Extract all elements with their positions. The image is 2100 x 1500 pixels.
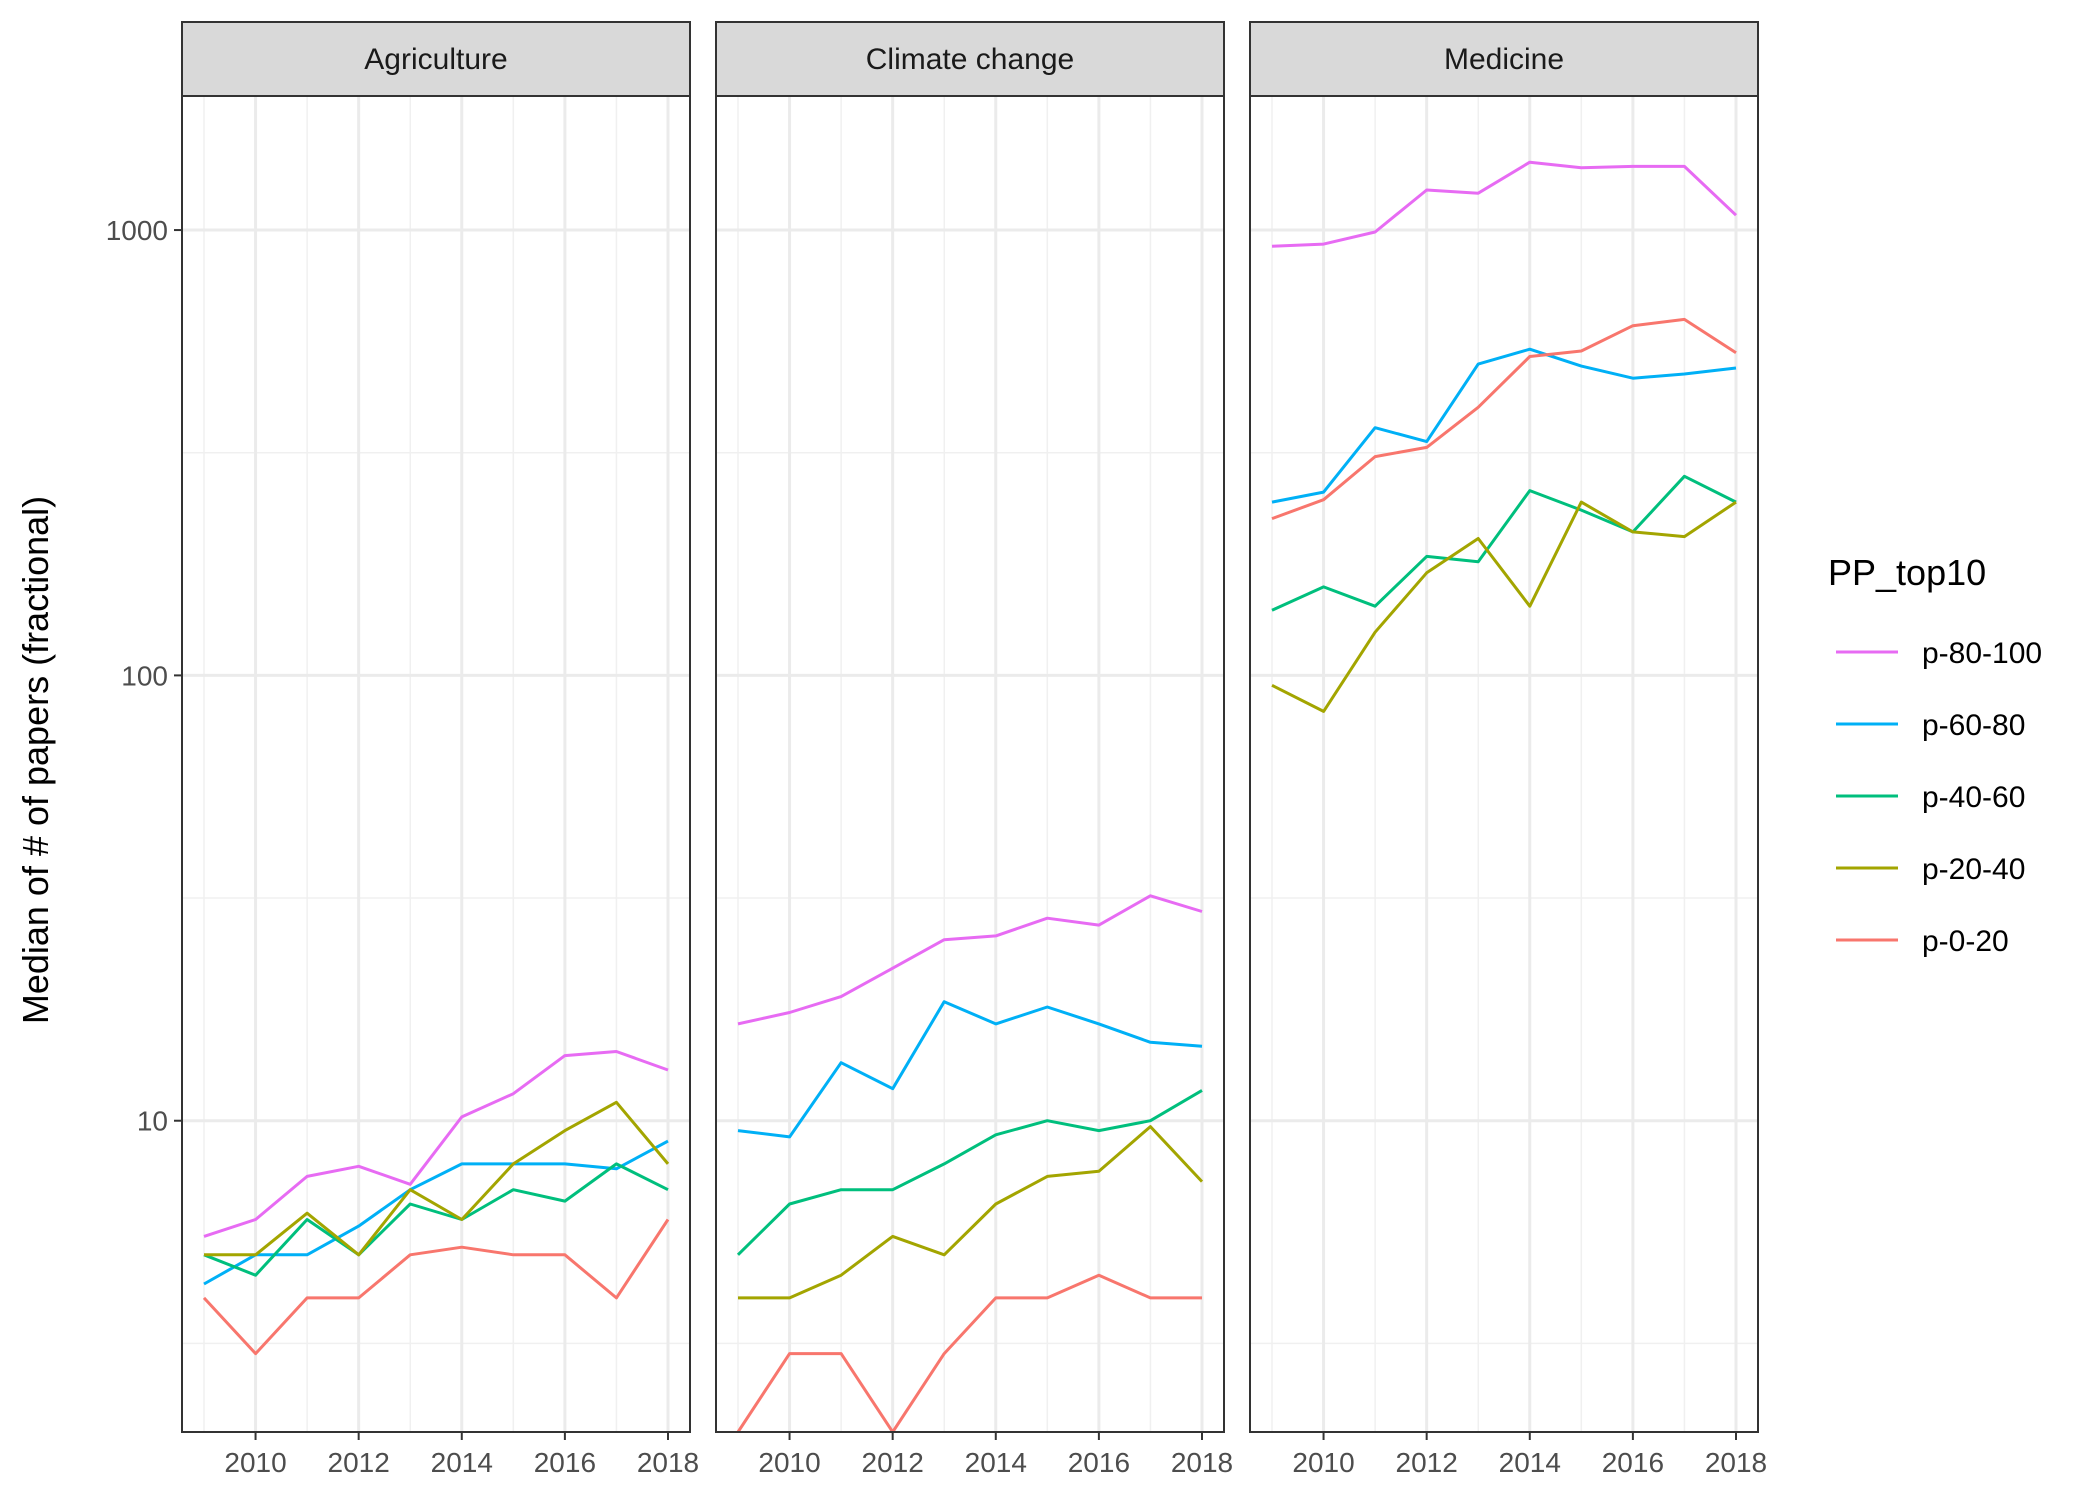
series-line-p-80-100 [1271, 160, 1738, 248]
legend-label: p-80-100 [1922, 637, 2042, 670]
chart-panels: Agriculture 2010 2012 2014 2016 2018 10 100 1000… [106, 21, 1767, 1478]
legend-entries: p-80-100 p-60-80 p-40-60 p-20-40 p-0-20 [1836, 637, 2042, 958]
legend-label: p-40-60 [1922, 781, 2025, 814]
series-line-p-40-60 [203, 1162, 669, 1277]
legend-entry-p-60-80: p-60-80 [1836, 709, 2025, 742]
x-tick-label: 2010 [224, 1447, 286, 1478]
legend-entry-p-20-40: p-20-40 [1836, 853, 2025, 886]
facet-strip [715, 21, 1225, 97]
series-line-p-20-40 [204, 1100, 670, 1257]
x-tick-label: 2018 [1705, 1447, 1767, 1478]
facet-strip [1249, 21, 1759, 97]
series-line-p-80-100 [737, 894, 1203, 1026]
x-tick-label: 2016 [534, 1447, 596, 1478]
x-tick-label: 2014 [431, 1447, 493, 1478]
x-tick-label: 2014 [1499, 1447, 1561, 1478]
legend-entry-p-0-20: p-0-20 [1836, 925, 2009, 958]
y-tick-label: 100 [121, 660, 168, 691]
y-tick-label: 1000 [106, 215, 168, 246]
series-line-p-60-80 [1271, 347, 1737, 504]
x-tick-label: 2012 [862, 1447, 924, 1478]
x-tick-label: 2012 [328, 1447, 390, 1478]
panel-medicine: Medicine 2010 2012 2014 2016 2018 [1249, 21, 1767, 1478]
facet-strip-label: Agriculture [364, 43, 507, 76]
panel-background [182, 96, 690, 1432]
y-axis-title: Median of # of papers (fractional) [15, 496, 56, 1024]
series-line-p-40-60 [1271, 474, 1737, 612]
x-tick-label: 2016 [1068, 1447, 1130, 1478]
series-line-p-20-40 [1271, 500, 1737, 713]
legend-entry-p-80-100: p-80-100 [1836, 637, 2042, 670]
series-line-p-80-100 [203, 1050, 669, 1238]
series-line-p-60-80 [203, 1139, 669, 1286]
legend: PP_top10 p-80-100p-60-80p-40-60p-20-40p-… [1828, 552, 2042, 958]
legend-title: PP_top10 [1828, 552, 1986, 593]
legend-entry-p-40-60: p-40-60 [1836, 781, 2025, 814]
legend-label: p-20-40 [1922, 853, 2025, 886]
facet-strip [181, 21, 691, 97]
legend-label: p-0-20 [1922, 925, 2009, 958]
panel-background [1250, 96, 1758, 1432]
facet-strip-label: Medicine [1444, 43, 1564, 76]
x-tick-label: 2018 [1171, 1447, 1233, 1478]
x-tick-label: 2010 [1292, 1447, 1354, 1478]
x-tick-label: 2012 [1396, 1447, 1458, 1478]
x-tick-label: 2010 [758, 1447, 820, 1478]
series-line-p-40-60 [736, 1089, 1203, 1256]
facet-strip-label: Climate change [866, 43, 1074, 76]
series-line-p-0-20 [1271, 317, 1737, 521]
y-tick-label: 10 [137, 1106, 168, 1137]
legend-label: p-60-80 [1922, 709, 2025, 742]
series-line-p-0-20 [202, 1218, 670, 1356]
panel-climate-change: Climate change 2010 2012 2014 2016 2018 [715, 21, 1233, 1478]
series-line-p-0-20 [736, 1273, 1202, 1434]
series-line-p-20-40 [738, 1125, 1204, 1300]
series-line-p-60-80 [737, 1000, 1203, 1139]
x-tick-label: 2014 [965, 1447, 1027, 1478]
panel-agriculture: Agriculture 2010 2012 2014 2016 2018 10 100 1000 [106, 21, 699, 1478]
x-tick-label: 2016 [1602, 1447, 1664, 1478]
panel-background [716, 96, 1224, 1432]
x-tick-label: 2018 [637, 1447, 699, 1478]
